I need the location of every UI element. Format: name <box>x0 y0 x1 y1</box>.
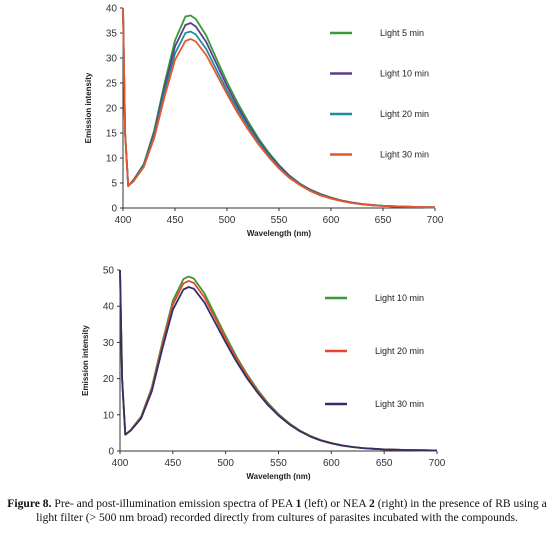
caption-bold-1: 1 <box>295 497 302 510</box>
legend-label: Light 10 min <box>375 293 424 303</box>
x-tick-label: 600 <box>323 458 340 469</box>
y-tick-label: 40 <box>106 4 118 15</box>
caption-text-3: (right) in the presence of RB using a li… <box>36 497 547 524</box>
x-tick-label: 450 <box>167 215 184 226</box>
chart-bottom: 0 10 20 30 40 50 400 450 500 550 600 650 700 Waveleng… <box>81 266 446 482</box>
x-tick-label: 650 <box>376 458 393 469</box>
y-axis-title: Emission intensity <box>84 72 93 143</box>
y-tick-label: 40 <box>103 302 115 313</box>
x-tick-label: 400 <box>112 458 129 469</box>
x-tick-label: 550 <box>271 215 288 226</box>
chart-top: 0 5 10 15 20 25 30 35 40 400 450 500 550 600 650 700 Wav… <box>84 4 444 239</box>
x-tick-label: 450 <box>164 458 181 469</box>
caption-text-2: (left) or NEA <box>301 497 369 510</box>
y-tick-label: 10 <box>103 410 115 421</box>
y-tick-label: 25 <box>106 79 118 90</box>
y-tick-label: 30 <box>103 338 115 349</box>
x-tick-label: 500 <box>217 458 234 469</box>
legend-label: Light 20 min <box>375 346 424 356</box>
figure-caption: Figure 8. Pre- and post-illumination emi… <box>4 497 550 525</box>
x-tick-label: 550 <box>270 458 287 469</box>
x-tick-label: 400 <box>115 215 132 226</box>
legend-label: Light 30 min <box>380 150 429 160</box>
caption-label: Figure 8. <box>7 497 52 510</box>
legend-label: Light 5 min <box>380 28 424 38</box>
y-tick-label: 20 <box>103 374 115 385</box>
y-tick-label: 35 <box>106 29 118 40</box>
x-axis-title: Wavelength (nm) <box>246 472 310 481</box>
x-tick-label: 600 <box>323 215 340 226</box>
y-tick-label: 50 <box>103 266 115 277</box>
y-tick-label: 30 <box>106 54 118 65</box>
y-tick-label: 0 <box>108 447 114 458</box>
legend-label: Light 10 min <box>380 69 429 79</box>
x-axis-title: Wavelength (nm) <box>247 229 311 238</box>
legend-label: Light 30 min <box>375 399 424 409</box>
series-line-4 <box>122 7 436 209</box>
x-tick-label: 700 <box>429 458 446 469</box>
y-tick-label: 10 <box>106 154 118 165</box>
series-line-3 <box>119 269 438 452</box>
caption-text-1: Pre- and post-illumination emission spec… <box>51 497 296 510</box>
x-tick-label: 700 <box>427 215 444 226</box>
y-axis-title: Emission intensity <box>81 325 90 396</box>
x-tick-label: 500 <box>219 215 236 226</box>
y-tick-label: 20 <box>106 104 118 115</box>
y-tick-label: 0 <box>111 204 117 215</box>
caption-bold-2: 2 <box>369 497 375 510</box>
x-tick-label: 650 <box>375 215 392 226</box>
y-tick-label: 5 <box>111 179 117 190</box>
y-tick-label: 15 <box>106 129 118 140</box>
legend-label: Light 20 min <box>380 109 429 119</box>
